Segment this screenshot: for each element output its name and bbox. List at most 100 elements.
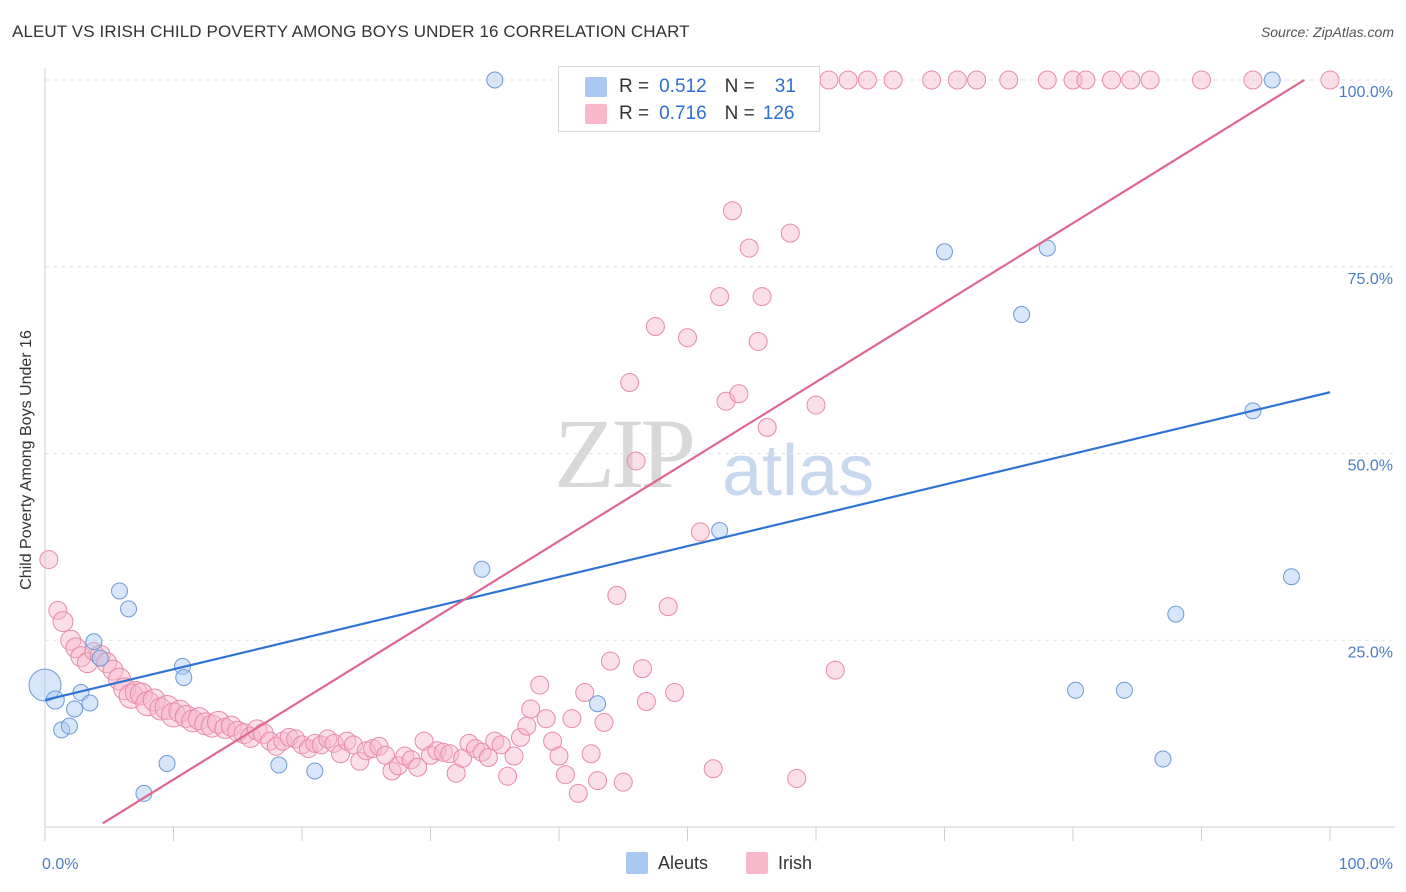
irish-point [401,750,421,770]
irish-point [857,70,877,90]
irish-point [806,395,826,415]
aleuts-point [66,700,84,718]
irish-point [350,751,370,771]
irish-point [626,451,646,471]
y-tick-label: 50.0% [1348,458,1393,475]
aleuts-point [936,243,953,261]
irish-point [722,201,742,221]
irish-point [752,287,772,307]
irish-point [838,70,858,90]
aleuts-point [28,668,62,702]
irish-point [408,757,428,777]
irish-point [787,768,807,788]
irish-point [414,731,434,751]
irish-point [1121,70,1141,90]
irish-point [658,597,678,617]
irish-point [600,651,620,671]
irish-point [757,417,777,437]
aleuts-legend-label: Aleuts [658,852,709,873]
irish-point [1192,70,1211,90]
irish-point [485,731,505,751]
irish-point [382,761,402,781]
r-label: R = [619,76,650,97]
irish-point [620,373,640,393]
irish-point [388,756,408,776]
aleuts-trend-line [44,391,1331,702]
chart-title: ALEUT VS IRISH CHILD POVERTY AMONG BOYS … [12,22,690,41]
aleuts-point [1263,71,1281,89]
n-label: N = [724,103,755,124]
irish-trend-line [102,79,1305,825]
y-axis-label: Child Poverty Among Boys Under 16 [18,330,35,590]
legend-row-irish: R = 0.716 N = 126 [585,102,794,126]
r-value-aleuts: 0.512 [659,76,707,97]
irish-point [427,741,447,761]
irish-point [135,691,161,717]
aleuts-point [1013,306,1031,324]
aleuts-point [486,71,504,89]
irish-point [337,731,357,751]
irish-point [305,733,325,753]
aleuts-point [53,721,71,739]
irish-point [472,742,492,762]
irish-point [703,759,723,779]
irish-point [636,692,656,712]
n-value-aleuts: 31 [774,76,796,97]
legend-item-irish[interactable]: Irish [746,852,812,874]
irish-point [607,585,627,605]
irish-point [84,641,104,661]
aleuts-point [1154,750,1172,768]
irish-point [1320,70,1340,90]
irish-point [343,735,363,755]
irish-point [510,727,530,747]
irish-point [491,735,511,755]
irish-point [517,716,537,736]
irish-point [1076,70,1096,90]
watermark-atlas: atlas [722,431,875,511]
irish-point [819,70,839,90]
aleuts-swatch [585,77,607,97]
irish-point [1243,70,1263,90]
irish-point [478,748,498,768]
irish-point [633,659,653,679]
irish-point [947,70,967,90]
irish-point [568,783,588,803]
irish-point [594,712,614,732]
irish-point [154,694,180,720]
irish-point [433,742,453,762]
irish-point [581,744,601,764]
irish-point [555,765,575,785]
irish-point [678,328,697,348]
irish-point [562,709,582,729]
irish-point [575,683,595,703]
irish-point [536,709,556,729]
aleuts-point [120,600,138,618]
correlation-legend: R = 0.512 N = 31 R = 0.716 N = 126 [558,66,820,132]
aleuts-point [175,669,193,687]
irish-point [665,683,685,703]
irish-point [748,331,768,351]
legend-item-aleuts[interactable]: Aleuts [626,852,708,874]
irish-point [613,772,633,792]
irish-point [298,739,318,759]
aleuts-point [1115,681,1133,699]
irish-point [690,522,710,542]
irish-point [922,70,942,90]
irish-legend-label: Irish [778,852,813,873]
irish-point [521,699,541,719]
aleuts-point [1282,568,1300,586]
irish-point [967,70,987,90]
irish-point [780,223,800,243]
aleuts-point [306,762,324,780]
irish-point [1140,70,1160,90]
irish-point [440,744,460,764]
irish-point [999,70,1019,90]
aleuts-legend-swatch [626,852,648,874]
irish-point [1037,70,1057,90]
aleuts-point [158,755,176,773]
aleuts-point [60,717,78,735]
irish-point [729,384,749,404]
irish-point [588,771,608,791]
irish-point [883,70,903,90]
irish-point [504,746,524,766]
